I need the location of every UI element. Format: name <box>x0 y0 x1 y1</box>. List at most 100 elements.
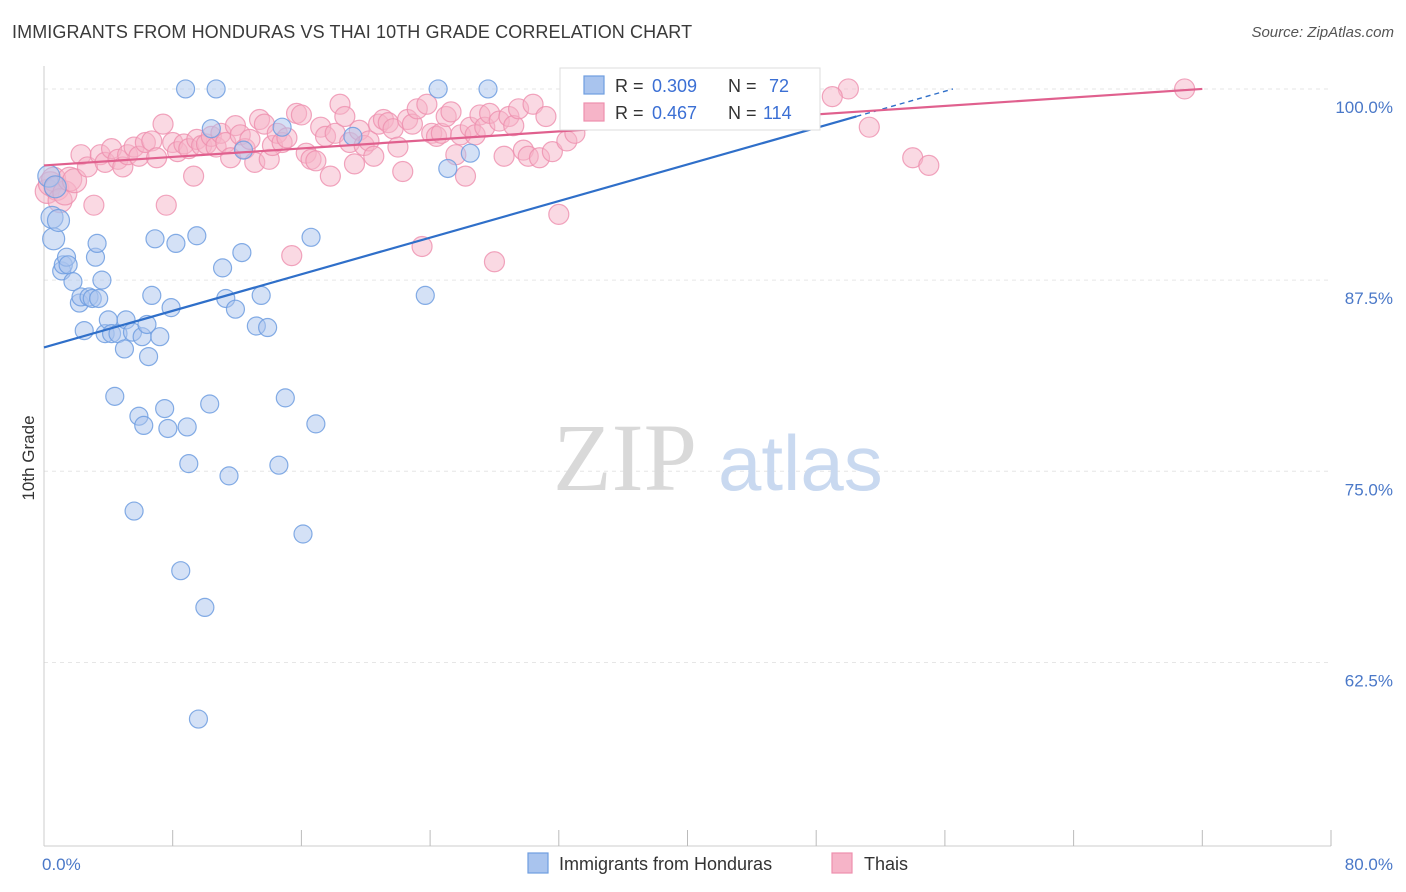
honduras-point-65 <box>343 126 363 146</box>
honduras-point-45 <box>188 709 209 729</box>
thai-point-62 <box>343 153 366 175</box>
source-credit: Source: ZipAtlas.com <box>1251 24 1394 41</box>
honduras-point-63 <box>301 227 321 247</box>
chart-title: IMMIGRANTS FROM HONDURAS VS THAI 10TH GR… <box>12 22 693 42</box>
watermark-zip: ZIP <box>553 404 697 511</box>
stats-legend: R = 0.309 N = 72 R = 0.467 N = 114 <box>559 67 821 131</box>
stats-r-key-thai: R = <box>615 103 644 123</box>
stats-n-key-honduras: N = <box>728 76 757 96</box>
honduras-point-52 <box>219 466 239 486</box>
thai-point-60 <box>334 105 356 128</box>
legend-swatch-thai <box>831 852 853 874</box>
honduras-point-3 <box>43 175 67 199</box>
thai-point-93 <box>493 145 515 167</box>
thai-point-82 <box>440 101 462 123</box>
honduras-point-58 <box>258 317 278 338</box>
honduras-point-39 <box>166 233 186 254</box>
thai-point-71 <box>387 136 409 158</box>
thai-swatch <box>583 102 605 122</box>
x-tick-label-min: 0.0% <box>42 855 81 874</box>
honduras-point-16 <box>87 233 107 254</box>
honduras-point-60 <box>272 117 292 137</box>
honduras-point-69 <box>460 143 480 163</box>
stats-n-key-thai: N = <box>728 103 757 123</box>
honduras-point-22 <box>105 386 125 406</box>
honduras-point-35 <box>150 327 170 347</box>
honduras-point-50 <box>212 258 233 278</box>
thai-point-77 <box>416 93 438 115</box>
thai-point-51 <box>290 104 312 126</box>
honduras-point-27 <box>124 501 144 521</box>
honduras-point-61 <box>275 388 295 408</box>
honduras-point-34 <box>145 229 165 249</box>
legend-swatch-honduras <box>527 852 549 874</box>
stats-n-val-thai: 114 <box>763 103 792 123</box>
thai-point-23 <box>155 194 177 216</box>
thai-point-72 <box>392 160 414 183</box>
honduras-point-8 <box>58 255 78 275</box>
thai-point-85 <box>454 165 477 187</box>
thai-point-103 <box>548 203 570 225</box>
thai-point-54 <box>305 150 327 172</box>
honduras-point-4 <box>46 208 71 233</box>
honduras-point-33 <box>142 285 162 306</box>
honduras-point-17 <box>89 288 109 309</box>
thai-point-57 <box>319 165 341 187</box>
thai-point-91 <box>483 251 506 273</box>
y-tick-labels: 100.0% 87.5% 75.0% 62.5% <box>1335 98 1393 691</box>
thai-point-117 <box>821 85 843 108</box>
x-tick-label-max: 80.0% <box>1345 855 1393 874</box>
honduras-point-40 <box>171 561 191 581</box>
honduras-point-30 <box>134 415 154 436</box>
honduras-point-57 <box>251 285 271 306</box>
honduras-point-41 <box>175 79 196 99</box>
honduras-point-44 <box>187 226 207 246</box>
stats-n-val-honduras: 72 <box>769 76 789 96</box>
thai-point-10 <box>83 194 105 216</box>
honduras-point-68 <box>438 158 458 179</box>
y-tick-label-2: 75.0% <box>1345 480 1393 499</box>
honduras-point-37 <box>158 418 178 439</box>
thai-point-22 <box>152 113 174 135</box>
thai-point-113 <box>858 116 880 138</box>
honduras-point-43 <box>179 454 199 474</box>
honduras-trend-line <box>43 115 857 349</box>
honduras-point-42 <box>177 417 197 437</box>
thai-point-49 <box>281 245 303 267</box>
thai-point-102 <box>541 141 563 163</box>
honduras-point-53 <box>225 299 246 319</box>
honduras-point-59 <box>269 455 289 475</box>
honduras-point-64 <box>306 414 326 434</box>
honduras-point-9 <box>63 272 83 292</box>
honduras-point-36 <box>155 398 175 419</box>
watermark-atlas: atlas <box>718 419 883 507</box>
thai-point-28 <box>183 165 205 187</box>
honduras-point-62 <box>293 524 313 544</box>
legend-label-honduras: Immigrants from Honduras <box>559 854 772 874</box>
stats-r-val-honduras: 0.309 <box>652 76 697 96</box>
watermark: ZIP atlas <box>553 404 883 511</box>
honduras-point-47 <box>200 394 220 414</box>
y-axis-label: 10th Grade <box>19 415 38 500</box>
honduras-point-25 <box>114 339 135 359</box>
y-tick-label-3: 62.5% <box>1345 671 1393 690</box>
stats-r-key-honduras: R = <box>615 76 644 96</box>
honduras-point-32 <box>138 346 159 367</box>
honduras-point-48 <box>201 119 221 139</box>
thai-point-66 <box>363 145 385 167</box>
thai-point-101 <box>535 105 557 128</box>
stats-r-val-thai: 0.467 <box>652 103 697 123</box>
legend-label-thai: Thais <box>864 854 908 874</box>
honduras-swatch <box>583 75 605 95</box>
honduras-point-66 <box>415 285 435 306</box>
honduras-point-54 <box>232 242 252 263</box>
honduras-point-18 <box>92 270 112 290</box>
honduras-point-46 <box>195 597 215 618</box>
honduras-series <box>37 79 720 729</box>
y-tick-label-0: 100.0% <box>1335 98 1393 117</box>
honduras-point-70 <box>478 79 498 99</box>
honduras-trend-extension <box>856 88 954 118</box>
y-tick-label-1: 87.5% <box>1345 289 1393 308</box>
bottom-legend: Immigrants from Honduras Thais <box>527 852 908 874</box>
